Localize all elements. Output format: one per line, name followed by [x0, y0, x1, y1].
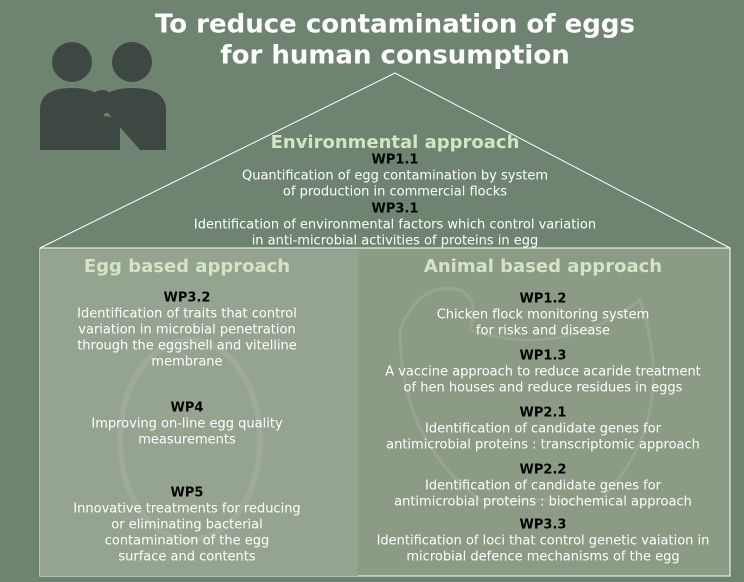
wp-description: microbial defence mechanisms of the egg: [406, 550, 679, 565]
wp-code: WP2.1: [520, 406, 567, 421]
wp-description: Identification of candidate genes for: [425, 422, 662, 437]
wp-description: surface and contents: [118, 550, 256, 565]
wp-description: antimicrobial proteins : transcriptomic …: [386, 438, 700, 453]
wp-description: A vaccine approach to reduce acaride tre…: [385, 365, 701, 380]
wp-code: WP1.2: [520, 292, 567, 307]
wp-description: through the eggshell and vitelline: [77, 339, 297, 354]
wp-description: membrane: [151, 355, 222, 370]
wp-code: WP4: [171, 401, 204, 416]
wp-code: WP3.1: [372, 202, 419, 217]
section-heading: Environmental approach: [271, 132, 520, 153]
wp-description: in anti-microbial activities of proteins…: [252, 234, 539, 249]
wp-code: WP3.2: [164, 291, 211, 306]
wp-code: WP1.1: [372, 153, 419, 168]
wp-description: Innovative treatments for reducing: [73, 502, 300, 517]
wp-code: WP3.3: [520, 518, 567, 533]
title-line: To reduce contamination of eggs: [155, 10, 635, 40]
wp-description: of hen houses and reduce residues in egg…: [404, 381, 683, 396]
wp-description: Identification of environmental factors …: [194, 218, 596, 233]
title-line: for human consumption: [220, 41, 569, 71]
wp-description: antimicrobial proteins : biochemical app…: [394, 495, 692, 510]
section-heading: Egg based approach: [84, 256, 290, 277]
wp-description: measurements: [138, 433, 236, 448]
section-heading: Animal based approach: [424, 256, 662, 277]
wp-description: Improving on-line egg quality: [91, 417, 283, 432]
wp-code: WP2.2: [520, 463, 567, 478]
chicken-outline: [398, 286, 655, 502]
wp-code: WP1.3: [520, 349, 567, 364]
family-icon: [40, 42, 166, 150]
wp-code: WP5: [171, 486, 204, 501]
egg-panel: [40, 250, 358, 576]
wp-description: of production in commercial flocks: [283, 185, 507, 200]
egg-outline: [117, 337, 263, 543]
wp-description: variation in microbial penetration: [78, 323, 295, 338]
wp-description: Identification of candidate genes for: [425, 479, 662, 494]
wp-description: Identification of loci that control gene…: [377, 534, 710, 549]
wp-description: Quantification of egg contamination by s…: [242, 169, 548, 184]
wp-description: contamination of the egg: [105, 534, 270, 549]
wp-description: or eliminating bacterial: [111, 518, 262, 533]
wp-description: Identification of traits that control: [77, 307, 297, 322]
wp-description: for risks and disease: [476, 324, 610, 339]
wp-description: Chicken flock monitoring system: [437, 308, 650, 323]
